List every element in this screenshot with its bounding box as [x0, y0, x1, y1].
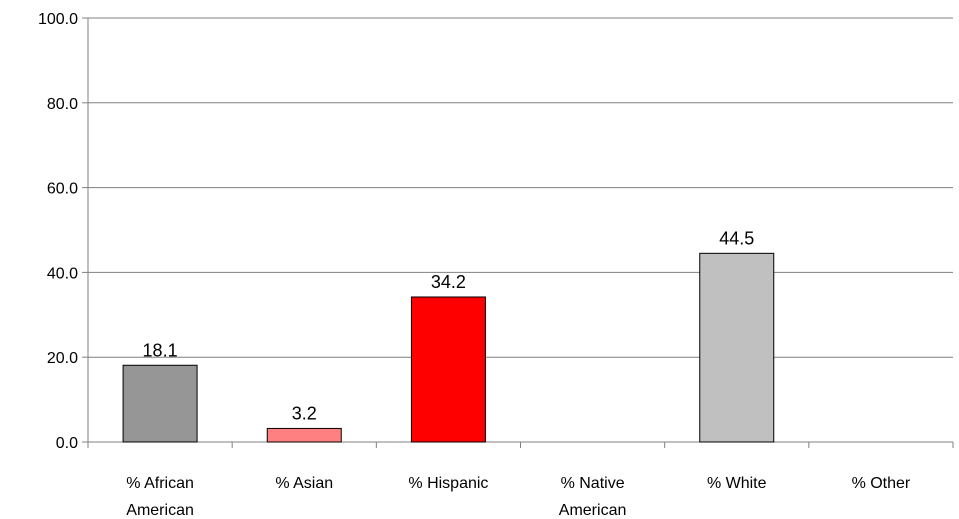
data-label: 34.2: [431, 272, 466, 292]
x-tick-label-line: % White: [707, 475, 767, 492]
data-labels: 18.1 3.2 34.2 44.5: [143, 228, 755, 423]
bars: [122, 252, 775, 443]
x-tick-label: % Hispanic: [408, 475, 488, 492]
x-tick-label-line: % African: [126, 475, 194, 492]
data-label: 44.5: [719, 228, 754, 248]
x-tick-label-line: % Hispanic: [408, 475, 488, 492]
x-tick-label: % Asian: [275, 475, 333, 492]
x-tick-label-line: % Other: [852, 475, 911, 492]
y-tick-label: 40.0: [47, 265, 78, 282]
data-label: 18.1: [143, 340, 178, 360]
bar: [122, 364, 198, 443]
x-tick-label: % White: [707, 475, 767, 492]
y-tick-label: 60.0: [47, 181, 78, 198]
data-label: 3.2: [292, 403, 317, 423]
x-axis-tick-labels: % African American % Asian % Hispanic % Nati…: [126, 475, 911, 519]
x-tick-label-line: American: [126, 502, 194, 519]
x-tick-label-line: % Native: [561, 475, 625, 492]
x-tick-label: % African American: [126, 475, 194, 519]
gridlines: [88, 17, 953, 358]
y-tick-label: 100.0: [38, 11, 78, 28]
bar: [266, 427, 342, 443]
y-tick-label: 0.0: [56, 435, 78, 452]
x-tick-label: % Other: [852, 475, 911, 492]
y-tick-label: 80.0: [47, 96, 78, 113]
bar: [699, 252, 775, 443]
y-axis-tick-labels: 0.0 20.0 40.0 60.0 80.0 100.0: [38, 11, 78, 452]
x-tick-label-line: American: [559, 502, 627, 519]
bar: [410, 296, 486, 443]
x-tick-label: % Native American: [559, 475, 627, 519]
x-tick-label-line: % Asian: [275, 475, 333, 492]
y-tick-label: 20.0: [47, 350, 78, 367]
axes: [82, 17, 954, 448]
